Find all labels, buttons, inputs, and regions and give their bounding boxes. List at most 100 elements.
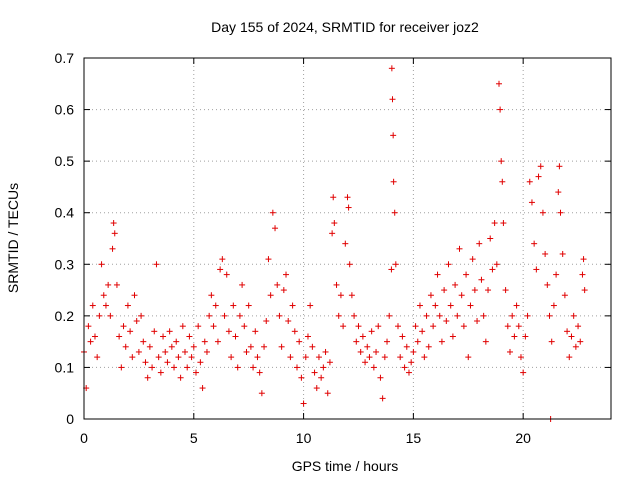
- data-point: [324, 390, 331, 397]
- data-point: [454, 312, 461, 319]
- data-point: [160, 333, 167, 340]
- data-point: [364, 343, 371, 350]
- data-point: [458, 292, 465, 299]
- data-point: [337, 292, 344, 299]
- data-point: [348, 292, 355, 299]
- data-point: [252, 328, 259, 335]
- data-point: [375, 323, 382, 330]
- data-point: [438, 338, 445, 345]
- data-point: [315, 354, 322, 361]
- data-point: [228, 354, 235, 361]
- data-point: [427, 292, 434, 299]
- data-point: [212, 302, 219, 309]
- data-point: [436, 312, 443, 319]
- x-tick-label: 15: [406, 430, 422, 446]
- data-point: [296, 338, 303, 345]
- data-point: [421, 354, 428, 361]
- data-point: [300, 400, 307, 407]
- data-point: [487, 235, 494, 242]
- data-point: [225, 328, 232, 335]
- y-tick-label: 0.5: [55, 153, 75, 169]
- data-point: [287, 354, 294, 361]
- data-point: [412, 323, 419, 330]
- data-point: [197, 359, 204, 366]
- data-point: [556, 163, 563, 170]
- data-point: [502, 287, 509, 294]
- data-point: [142, 359, 149, 366]
- data-point: [91, 333, 98, 340]
- data-point: [432, 302, 439, 309]
- data-point: [326, 359, 333, 366]
- data-point: [497, 106, 504, 113]
- data-point: [184, 364, 191, 371]
- data-point: [445, 261, 452, 268]
- data-point: [564, 328, 571, 335]
- data-point: [377, 374, 384, 381]
- grid: [84, 57, 611, 419]
- data-point: [452, 281, 459, 288]
- data-point: [443, 318, 450, 325]
- data-point: [122, 343, 129, 350]
- data-point: [425, 343, 432, 350]
- data-point: [309, 343, 316, 350]
- data-point: [283, 271, 290, 278]
- data-point: [263, 318, 270, 325]
- data-point: [210, 323, 217, 330]
- data-point: [399, 333, 406, 340]
- data-point: [102, 302, 109, 309]
- data-point: [173, 338, 180, 345]
- data-point: [274, 281, 281, 288]
- data-point: [333, 281, 340, 288]
- axis-ticks: 0 5 10 15 20 0 0.1 0.2 0.3 0.4 0.5 0.6 0.7: [55, 50, 611, 446]
- data-point: [366, 354, 373, 361]
- data-point: [482, 338, 489, 345]
- data-point: [539, 209, 546, 216]
- data-point: [203, 348, 210, 355]
- data-point: [243, 348, 250, 355]
- x-axis-title: GPS time / hours: [292, 458, 399, 474]
- data-point: [548, 338, 555, 345]
- data-point: [195, 323, 202, 330]
- data-point: [302, 354, 309, 361]
- data-point: [179, 323, 186, 330]
- data-point: [144, 374, 151, 381]
- data-point: [232, 333, 239, 340]
- data-point: [188, 354, 195, 361]
- data-point: [580, 256, 587, 263]
- data-point: [344, 194, 351, 201]
- x-tick-label: 0: [80, 430, 88, 446]
- data-point: [346, 261, 353, 268]
- data-point: [395, 323, 402, 330]
- data-point: [474, 318, 481, 325]
- data-point: [146, 343, 153, 350]
- data-point: [478, 276, 485, 283]
- data-point: [320, 364, 327, 371]
- data-point: [330, 194, 337, 201]
- data-point: [535, 173, 542, 180]
- data-point: [100, 292, 107, 299]
- data-point: [414, 338, 421, 345]
- data-point: [239, 281, 246, 288]
- data-point: [236, 312, 243, 319]
- data-point: [381, 354, 388, 361]
- data-point: [388, 65, 395, 72]
- data-point: [206, 312, 213, 319]
- data-point: [579, 271, 586, 278]
- data-point: [405, 369, 412, 376]
- data-point: [456, 245, 463, 252]
- data-point: [107, 312, 114, 319]
- data-point: [118, 364, 125, 371]
- data-points: [81, 65, 588, 422]
- data-point: [423, 312, 430, 319]
- data-point: [129, 354, 136, 361]
- data-point: [245, 302, 252, 309]
- x-tick-label: 5: [190, 430, 198, 446]
- data-point: [96, 312, 103, 319]
- data-point: [342, 240, 349, 247]
- data-point: [449, 333, 456, 340]
- y-tick-label: 0.6: [55, 102, 75, 118]
- data-point: [267, 292, 274, 299]
- data-point: [390, 132, 397, 139]
- data-point: [177, 374, 184, 381]
- data-point: [476, 240, 483, 247]
